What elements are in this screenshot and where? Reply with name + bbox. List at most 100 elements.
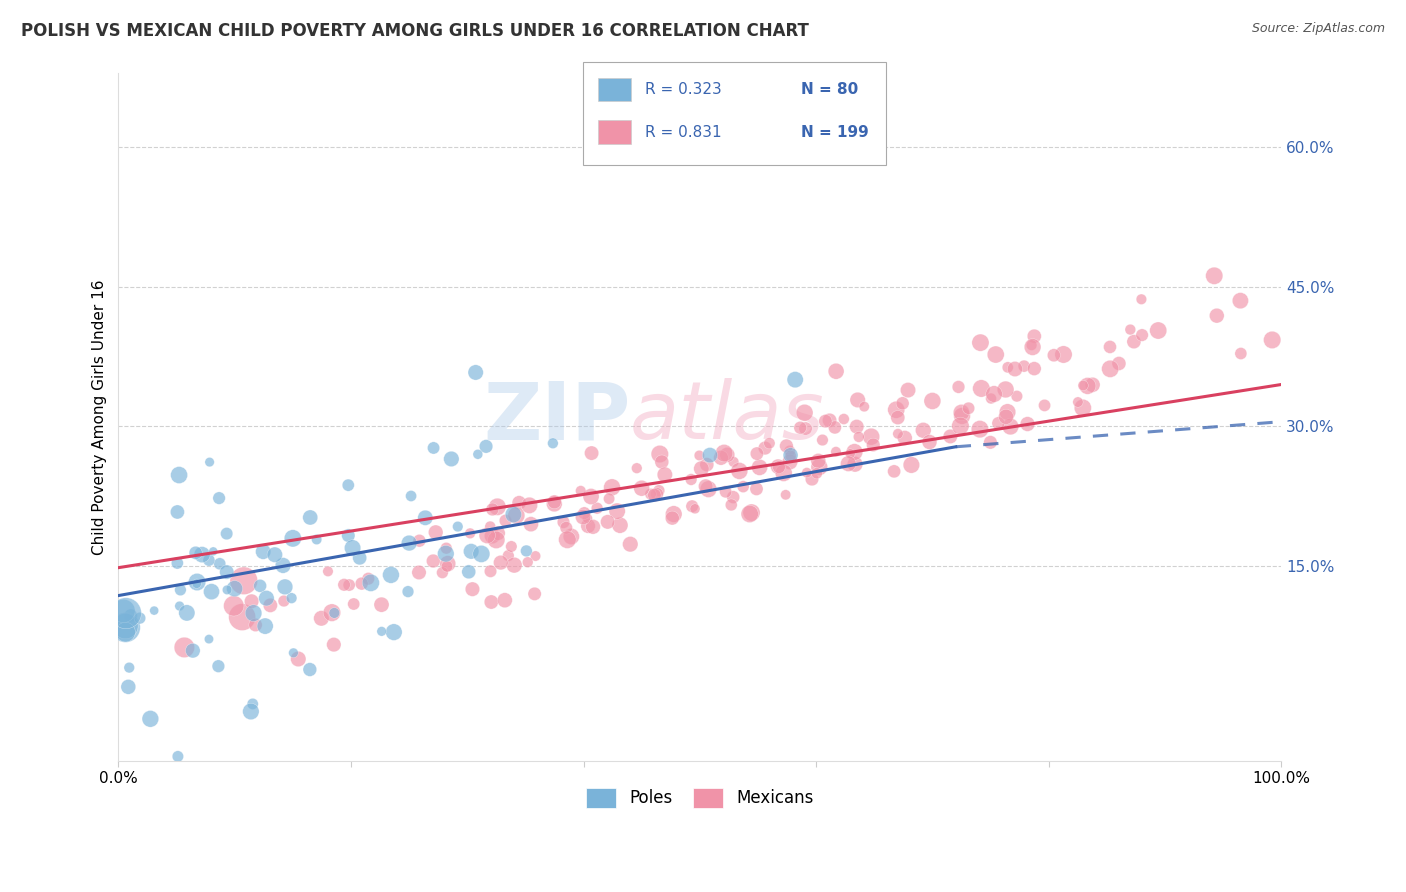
Point [557,533,579,547]
Point [486,526,509,541]
Point [186,576,208,591]
Point [1108,356,1130,370]
Point [337,578,360,592]
Text: atlas: atlas [630,378,825,456]
Point [281,532,304,546]
Point [461,582,484,597]
Point [198,632,221,646]
Point [299,510,322,524]
Point [948,380,970,394]
Point [543,497,565,511]
Point [298,663,321,677]
Point [980,392,1002,406]
Point [169,582,191,597]
Point [884,402,907,417]
Text: POLISH VS MEXICAN CHILD POVERTY AMONG GIRLS UNDER 16 CORRELATION CHART: POLISH VS MEXICAN CHILD POVERTY AMONG GI… [21,22,808,40]
Point [1071,401,1094,415]
Point [519,499,541,513]
Point [997,405,1019,419]
Point [984,347,1007,361]
Point [695,479,717,493]
Point [574,506,596,520]
Point [543,495,565,509]
Point [508,496,530,510]
Point [252,544,274,558]
Point [1052,347,1074,361]
Point [398,536,420,550]
Point [200,584,222,599]
Point [271,558,294,573]
Point [1021,340,1043,354]
Point [357,572,380,586]
Point [1204,268,1226,283]
Point [814,414,837,428]
Point [242,697,264,711]
Point [824,420,846,434]
Point [436,557,458,571]
Point [699,448,721,462]
Text: R = 0.323: R = 0.323 [645,82,723,96]
Point [432,566,454,580]
Point [808,460,831,475]
Point [342,541,364,555]
Point [690,461,713,475]
Point [479,564,502,578]
Point [422,441,444,455]
Point [569,483,592,498]
Point [167,749,190,764]
Point [184,546,207,560]
Point [370,598,392,612]
Point [143,604,166,618]
Point [887,426,910,441]
Point [648,447,671,461]
Legend: Poles, Mexicans: Poles, Mexicans [579,781,820,814]
Point [166,505,188,519]
Point [523,587,546,601]
Point [434,541,457,556]
Point [579,490,602,504]
Point [254,619,277,633]
Point [897,383,920,397]
Point [434,547,457,561]
Point [662,507,685,521]
Point [198,553,221,567]
Point [796,466,818,480]
Point [710,450,733,465]
Point [181,643,204,657]
Point [648,483,671,498]
Point [440,452,463,467]
Point [139,712,162,726]
Point [115,606,138,620]
Point [457,565,479,579]
Point [626,461,648,475]
Point [117,680,139,694]
Point [1205,309,1227,323]
Point [586,501,609,516]
Point [198,455,221,469]
Point [758,436,780,450]
Point [524,549,547,563]
Point [654,467,676,482]
Point [779,455,801,469]
Point [728,464,751,478]
Point [640,487,662,501]
Point [470,547,492,561]
Point [1119,322,1142,336]
Point [918,435,941,450]
Point [553,515,575,529]
Point [894,431,917,445]
Point [789,421,811,435]
Point [245,618,267,632]
Point [479,595,502,609]
Point [716,448,738,462]
Point [921,394,943,409]
Point [738,507,761,521]
Point [1098,340,1121,354]
Point [839,447,862,461]
Point [396,584,419,599]
Point [837,457,859,471]
Point [447,519,470,533]
Point [422,554,444,568]
Point [939,429,962,443]
Point [349,550,371,565]
